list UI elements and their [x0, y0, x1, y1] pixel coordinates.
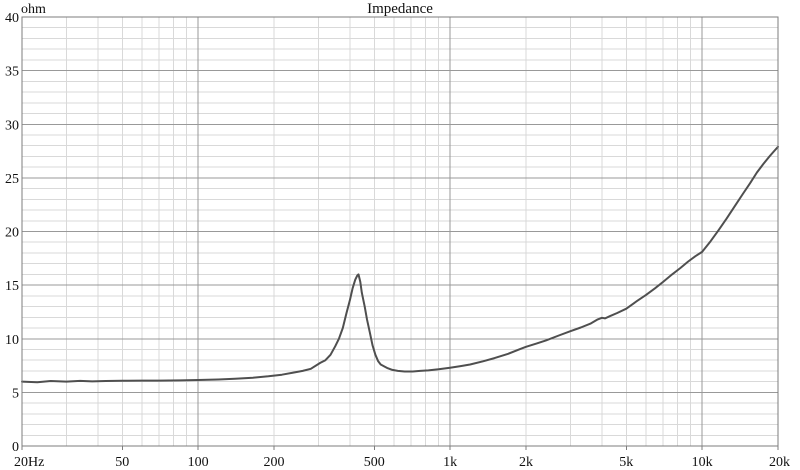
- x-tick-label: 200: [264, 455, 285, 470]
- y-tick-label: 30: [5, 118, 19, 133]
- y-axis-tick-labels: 0 5 10 15 20 25 30 35 40: [5, 11, 19, 455]
- grid-major-lines: [22, 17, 778, 446]
- x-tick-label: 10k: [692, 455, 713, 470]
- x-tick-label: 5k: [619, 455, 633, 470]
- y-tick-label: 25: [5, 172, 19, 187]
- x-tick-label: 500: [364, 455, 385, 470]
- x-tick-label: 1k: [443, 455, 457, 470]
- y-axis-unit-label: ohm: [21, 2, 46, 17]
- x-tick-label: 2k: [519, 455, 533, 470]
- y-tick-label: 10: [5, 333, 19, 348]
- chart-title: Impedance: [367, 1, 433, 17]
- y-tick-label: 20: [5, 226, 19, 241]
- impedance-curve: [21, 145, 779, 384]
- y-tick-label: 0: [12, 440, 19, 455]
- y-tick-label: 40: [5, 11, 19, 26]
- y-tick-label: 5: [12, 386, 19, 401]
- x-tick-label: 100: [188, 455, 209, 470]
- y-tick-label: 35: [5, 65, 19, 80]
- x-tick-label: 50: [115, 455, 129, 470]
- x-tick-label: 20k: [769, 455, 790, 470]
- x-tick-label: 20Hz: [14, 455, 44, 470]
- x-axis-tick-labels: 20Hz 50 100 200 500 1k 2k 5k 10k 20k: [14, 455, 790, 470]
- plot-border: [21, 16, 779, 447]
- y-tick-label: 15: [5, 279, 19, 294]
